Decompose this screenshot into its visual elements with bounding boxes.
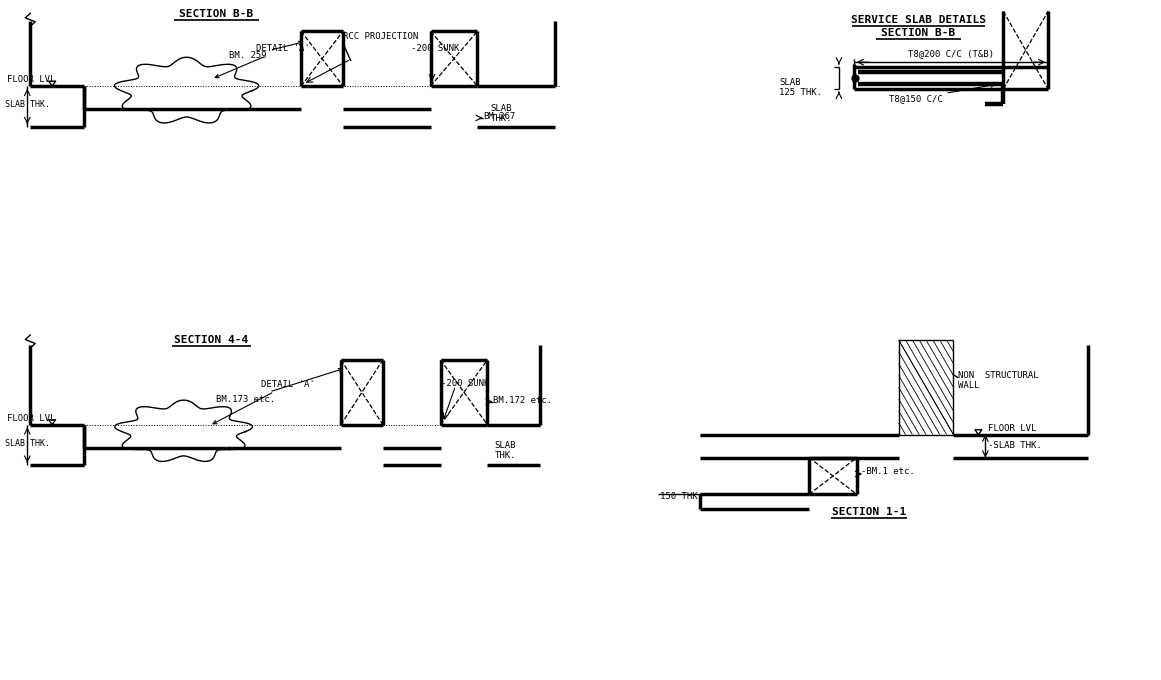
Text: SLAB THK.: SLAB THK. [6, 439, 50, 448]
Text: SLAB: SLAB [490, 104, 512, 113]
Text: SLAB: SLAB [779, 78, 801, 87]
Text: SECTION B-B: SECTION B-B [881, 29, 956, 38]
Text: THK.: THK. [495, 451, 515, 460]
Text: SECTION 4-4: SECTION 4-4 [174, 335, 248, 345]
Text: 125 THK.: 125 THK. [779, 88, 822, 97]
Text: T8@200 C/C (T&B): T8@200 C/C (T&B) [908, 49, 994, 58]
Text: -200 SUNK: -200 SUNK [440, 379, 489, 388]
Text: BM. 259: BM. 259 [230, 41, 302, 60]
Text: -200 SUNK: -200 SUNK [411, 44, 459, 53]
Text: SECTION B-B: SECTION B-B [179, 10, 253, 19]
Text: BM.172 etc.: BM.172 etc. [493, 396, 553, 405]
Text: BM.267: BM.267 [483, 112, 515, 121]
Text: THK.: THK. [490, 114, 512, 123]
Text: WALL: WALL [959, 381, 980, 390]
Text: NON  STRUCTURAL: NON STRUCTURAL [959, 371, 1039, 380]
Text: SLAB THK.: SLAB THK. [6, 101, 50, 109]
Text: -BM.1 etc.: -BM.1 etc. [860, 467, 915, 476]
Text: DETAIL 'A': DETAIL 'A' [215, 44, 310, 78]
Text: DETAIL 'A': DETAIL 'A' [214, 380, 315, 424]
Text: RCC PROJECTION: RCC PROJECTION [342, 32, 418, 41]
Text: SECTION 1-1: SECTION 1-1 [831, 507, 906, 517]
Text: 150 THK: 150 THK [659, 492, 698, 501]
Text: -SLAB THK.: -SLAB THK. [988, 441, 1043, 449]
Text: FLOOR LVL: FLOOR LVL [988, 424, 1037, 432]
Text: T8@150 C/C: T8@150 C/C [888, 84, 994, 103]
Text: FLOOR LVL: FLOOR LVL [7, 413, 56, 423]
Text: FLOOR LVL: FLOOR LVL [7, 75, 56, 84]
Text: SLAB: SLAB [495, 441, 515, 449]
Text: SERVICE SLAB DETAILS: SERVICE SLAB DETAILS [851, 15, 986, 25]
Text: BM.173 etc.: BM.173 etc. [216, 369, 342, 404]
